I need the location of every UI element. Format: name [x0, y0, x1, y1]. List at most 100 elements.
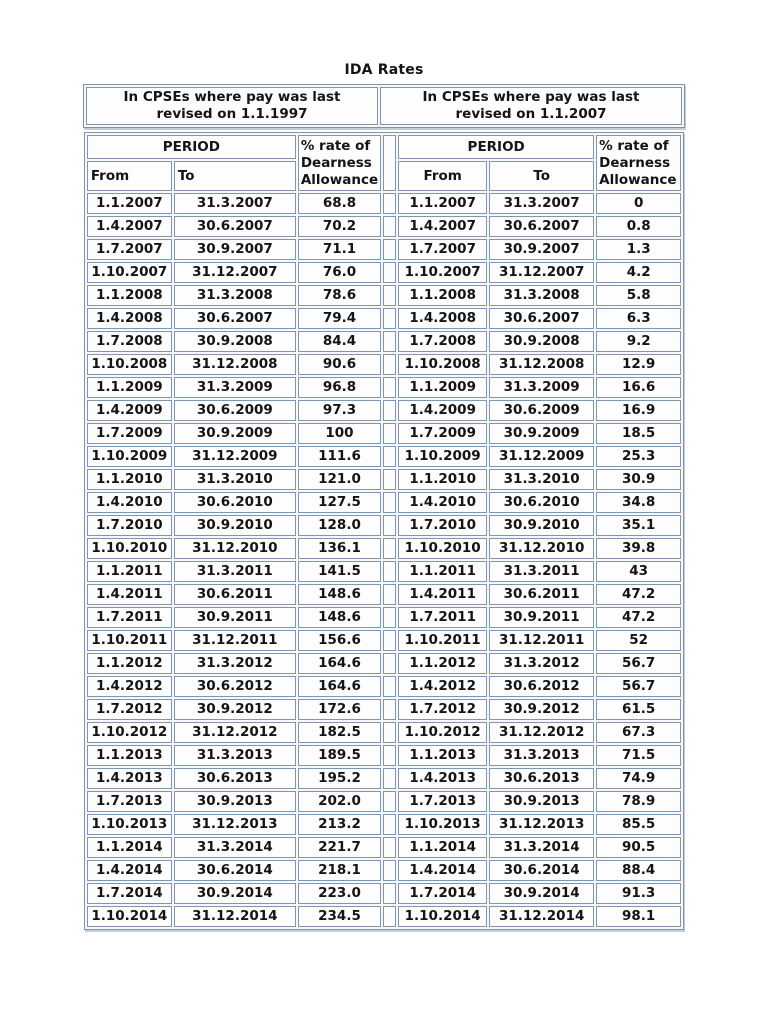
right-rate-cell: 25.3: [596, 446, 682, 467]
left-rate-cell: 121.0: [297, 469, 382, 490]
divider-cell: [383, 630, 397, 651]
divider-cell: [383, 538, 397, 559]
right-to-cell: 30.9.2014: [489, 883, 595, 904]
table-row: 1.4.2012 30.6.2012 164.6 1.4.2012 30.6.2…: [86, 676, 682, 697]
right-to-cell: 30.9.2013: [489, 791, 595, 812]
right-from-cell: 1.7.2014: [398, 883, 488, 904]
left-from-cell: 1.1.2008: [86, 285, 172, 306]
left-to-cell: 30.6.2009: [173, 400, 296, 421]
right-rate-cell: 5.8: [596, 285, 682, 306]
table-row: 1.1.2012 31.3.2012 164.6 1.1.2012 31.3.2…: [86, 653, 682, 674]
banner-1997-line2: revised on 1.1.1997: [156, 106, 308, 122]
right-rate-cell: 16.6: [596, 377, 682, 398]
divider-cell: [383, 906, 397, 927]
left-rate-cell: 164.6: [297, 653, 382, 674]
right-rate-cell: 90.5: [596, 837, 682, 858]
period-header-left: PERIOD: [86, 135, 296, 159]
banner-table: In CPSEs where pay was last revised on 1…: [83, 84, 685, 128]
right-rate-cell: 67.3: [596, 722, 682, 743]
right-rate-cell: 88.4: [596, 860, 682, 881]
left-to-cell: 30.9.2009: [173, 423, 296, 444]
table-body: 1.1.2007 31.3.2007 68.8 1.1.2007 31.3.20…: [86, 193, 682, 927]
right-to-cell: 31.12.2010: [489, 538, 595, 559]
left-from-cell: 1.10.2011: [86, 630, 172, 651]
left-rate-cell: 100: [297, 423, 382, 444]
table-row: 1.1.2010 31.3.2010 121.0 1.1.2010 31.3.2…: [86, 469, 682, 490]
right-to-cell: 31.3.2012: [489, 653, 595, 674]
right-rate-cell: 56.7: [596, 676, 682, 697]
right-from-cell: 1.10.2013: [398, 814, 488, 835]
left-from-cell: 1.7.2009: [86, 423, 172, 444]
right-to-cell: 30.9.2009: [489, 423, 595, 444]
left-rate-cell: 128.0: [297, 515, 382, 536]
left-rate-cell: 136.1: [297, 538, 382, 559]
right-from-cell: 1.7.2007: [398, 239, 488, 260]
left-rate-cell: 156.6: [297, 630, 382, 651]
right-from-cell: 1.10.2012: [398, 722, 488, 743]
left-to-cell: 31.3.2007: [173, 193, 296, 214]
left-from-cell: 1.4.2008: [86, 308, 172, 329]
divider-cell: [383, 584, 397, 605]
left-from-cell: 1.1.2014: [86, 837, 172, 858]
right-rate-cell: 16.9: [596, 400, 682, 421]
left-from-cell: 1.10.2010: [86, 538, 172, 559]
left-to-cell: 30.6.2007: [173, 308, 296, 329]
right-from-cell: 1.7.2010: [398, 515, 488, 536]
divider-cell: [383, 699, 397, 720]
table-row: 1.4.2009 30.6.2009 97.3 1.4.2009 30.6.20…: [86, 400, 682, 421]
right-to-cell: 30.6.2012: [489, 676, 595, 697]
right-from-cell: 1.7.2011: [398, 607, 488, 628]
right-from-cell: 1.10.2010: [398, 538, 488, 559]
left-from-cell: 1.1.2007: [86, 193, 172, 214]
right-from-cell: 1.1.2010: [398, 469, 488, 490]
banner-2007-line1: In CPSEs where pay was last: [422, 89, 640, 105]
right-to-cell: 31.3.2010: [489, 469, 595, 490]
left-to-cell: 31.3.2013: [173, 745, 296, 766]
right-rate-cell: 0: [596, 193, 682, 214]
right-rate-cell: 52: [596, 630, 682, 651]
right-from-cell: 1.7.2013: [398, 791, 488, 812]
left-from-cell: 1.4.2012: [86, 676, 172, 697]
right-to-cell: 30.6.2014: [489, 860, 595, 881]
to-header-left: To: [173, 161, 296, 191]
table-row: 1.1.2011 31.3.2011 141.5 1.1.2011 31.3.2…: [86, 561, 682, 582]
page-title: IDA Rates: [344, 62, 424, 78]
left-to-cell: 30.9.2012: [173, 699, 296, 720]
left-to-cell: 31.12.2012: [173, 722, 296, 743]
table-row: 1.7.2011 30.9.2011 148.6 1.7.2011 30.9.2…: [86, 607, 682, 628]
right-to-cell: 30.9.2010: [489, 515, 595, 536]
table-row: 1.1.2009 31.3.2009 96.8 1.1.2009 31.3.20…: [86, 377, 682, 398]
right-to-cell: 31.3.2008: [489, 285, 595, 306]
right-rate-cell: 9.2: [596, 331, 682, 352]
table-row: 1.10.2008 31.12.2008 90.6 1.10.2008 31.1…: [86, 354, 682, 375]
left-from-cell: 1.1.2012: [86, 653, 172, 674]
right-from-cell: 1.10.2011: [398, 630, 488, 651]
table-row: 1.1.2008 31.3.2008 78.6 1.1.2008 31.3.20…: [86, 285, 682, 306]
left-rate-cell: 90.6: [297, 354, 382, 375]
banner-1997-line1: In CPSEs where pay was last: [123, 89, 341, 105]
right-to-cell: 30.6.2013: [489, 768, 595, 789]
left-from-cell: 1.7.2007: [86, 239, 172, 260]
right-from-cell: 1.1.2013: [398, 745, 488, 766]
left-to-cell: 30.6.2012: [173, 676, 296, 697]
left-to-cell: 30.6.2010: [173, 492, 296, 513]
left-from-cell: 1.10.2013: [86, 814, 172, 835]
right-rate-cell: 47.2: [596, 584, 682, 605]
left-to-cell: 31.12.2009: [173, 446, 296, 467]
right-to-cell: 31.3.2013: [489, 745, 595, 766]
left-rate-cell: 71.1: [297, 239, 382, 260]
right-from-cell: 1.1.2009: [398, 377, 488, 398]
divider-cell: [383, 561, 397, 582]
divider-cell: [383, 400, 397, 421]
left-to-cell: 30.9.2007: [173, 239, 296, 260]
right-to-cell: 31.3.2011: [489, 561, 595, 582]
divider-cell: [383, 193, 397, 214]
right-from-cell: 1.1.2011: [398, 561, 488, 582]
right-rate-cell: 47.2: [596, 607, 682, 628]
left-rate-cell: 202.0: [297, 791, 382, 812]
left-from-cell: 1.7.2010: [86, 515, 172, 536]
left-rate-cell: 221.7: [297, 837, 382, 858]
left-rate-cell: 76.0: [297, 262, 382, 283]
table-row: 1.10.2010 31.12.2010 136.1 1.10.2010 31.…: [86, 538, 682, 559]
divider-cell: [383, 653, 397, 674]
